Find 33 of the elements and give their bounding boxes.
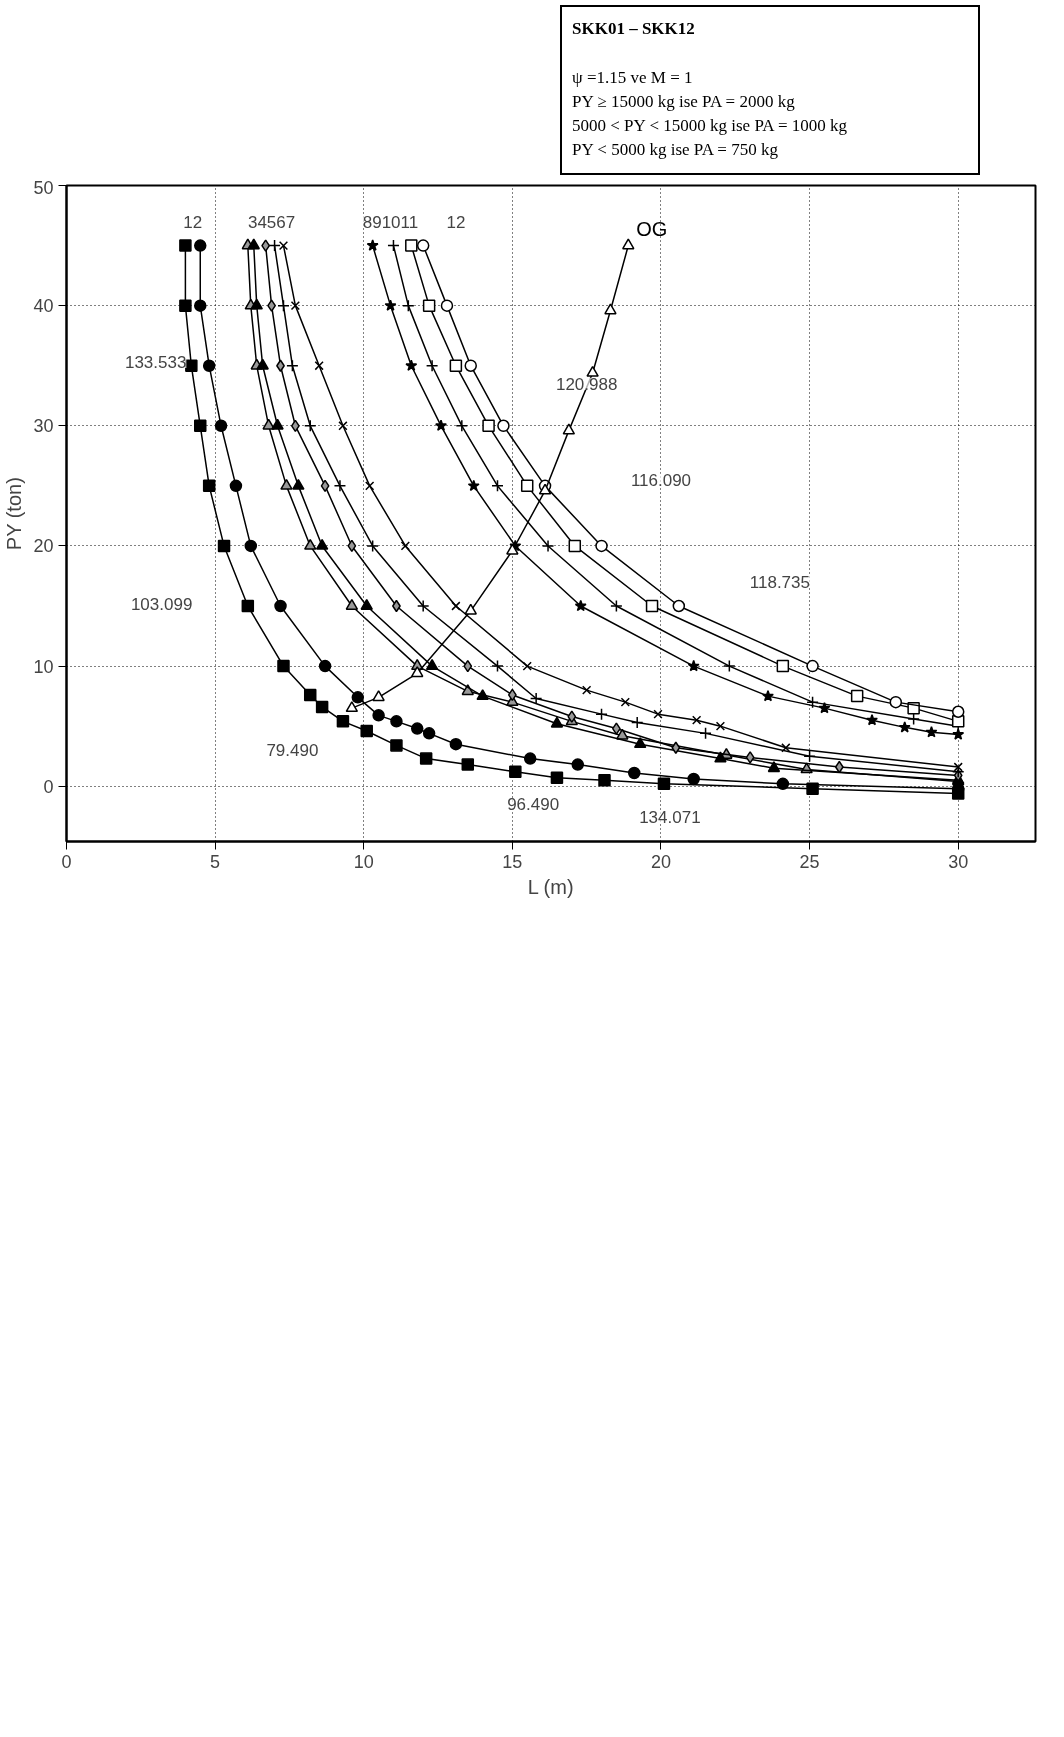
y-tick-label: 30 (33, 415, 54, 436)
annotation: 891011 (362, 212, 419, 232)
annotation: 12 (446, 212, 466, 232)
y-axis-title: PY (ton) (3, 476, 26, 550)
y-tick-label: 40 (33, 295, 54, 316)
y-tick-label: 20 (33, 536, 54, 557)
x-tick-label: 5 (210, 851, 221, 872)
text: PY ≥ 15000 kg ise PA = 2000 kg (572, 91, 795, 111)
series-label: OG (636, 217, 668, 240)
y-tick-label: 50 (33, 177, 54, 198)
annotation: 12 (183, 212, 203, 232)
annotation: 116.090 (630, 470, 692, 490)
annotation: 120.988 (555, 374, 618, 394)
text: ψ =1.15 ve M = 1 (572, 67, 693, 87)
x-tick-label: 10 (353, 851, 374, 872)
annotation: 96.490 (507, 794, 560, 814)
annotation: 118.735 (749, 572, 810, 592)
annotation: 133.533 (124, 352, 187, 372)
x-tick-label: 0 (61, 851, 72, 872)
annotation: 79.490 (266, 740, 319, 760)
text: PY < 5000 kg ise PA = 750 kg (572, 140, 778, 160)
y-tick-label: 10 (33, 656, 54, 677)
y-tick-label: 0 (43, 776, 54, 797)
annotation: 34567 (247, 212, 296, 232)
x-tick-label: 30 (948, 851, 969, 872)
text: SKK01 – SKK12 (572, 19, 695, 38)
x-axis-title: L (m) (527, 875, 574, 898)
annotation: 103.099 (130, 594, 193, 614)
annotation: 134.071 (639, 808, 701, 828)
text: 5000 < PY < 15000 kg ise PA = 1000 kg (572, 116, 847, 136)
x-tick-label: 15 (502, 851, 523, 872)
x-tick-label: 20 (650, 851, 671, 872)
x-tick-label: 25 (799, 851, 820, 872)
